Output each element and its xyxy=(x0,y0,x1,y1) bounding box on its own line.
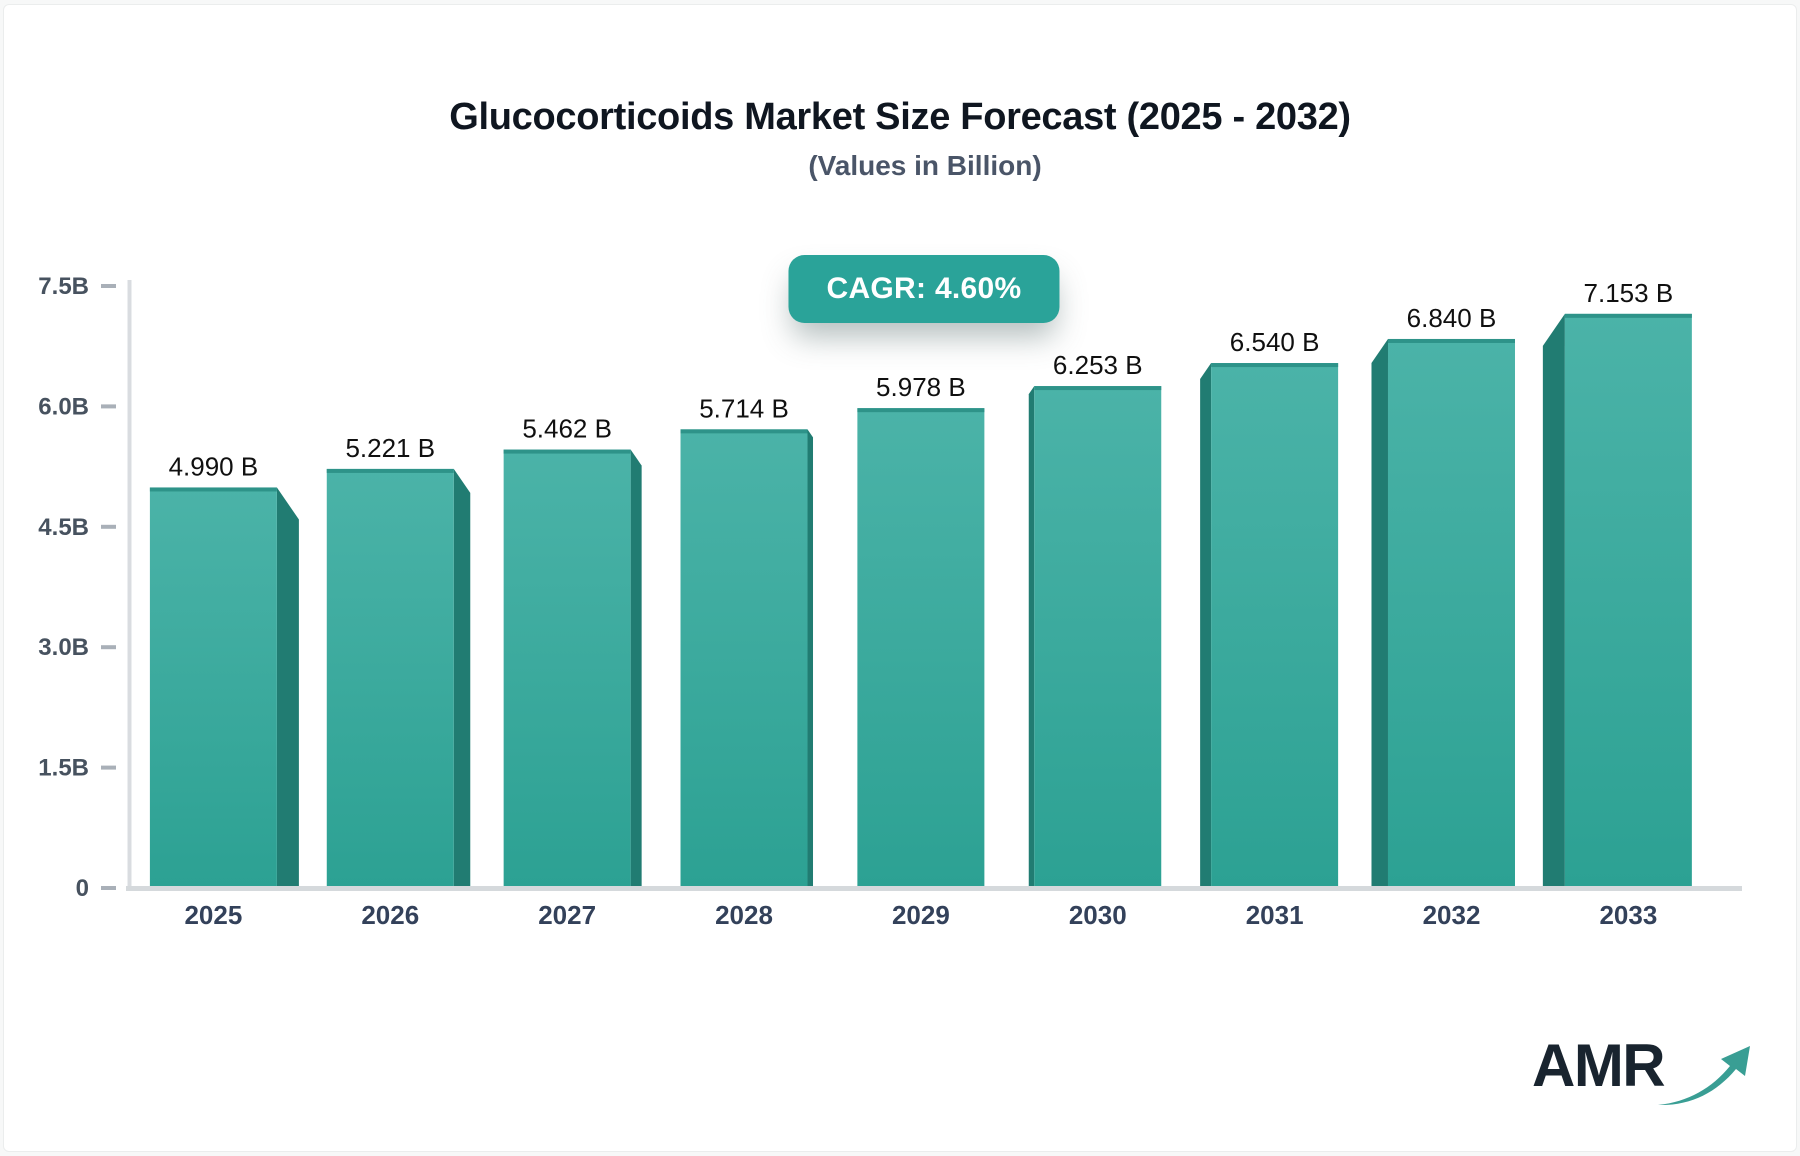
amr-logo-text: AMR xyxy=(1532,1032,1666,1099)
bar-value-label: 6.540 B xyxy=(1230,327,1320,357)
bar-top-edge xyxy=(326,468,454,473)
x-axis-category-label: 2030 xyxy=(1069,900,1127,930)
bar-top-edge xyxy=(1387,338,1515,343)
y-axis-tick xyxy=(101,765,116,770)
bar-value-label: 5.714 B xyxy=(699,393,789,423)
bar-value-label: 5.462 B xyxy=(522,414,612,444)
y-axis-line xyxy=(127,280,132,890)
bar-top-edge xyxy=(1564,313,1692,318)
bar-side-face xyxy=(1200,363,1212,888)
chart-subtitle: (Values in Billion) xyxy=(808,150,1042,181)
amr-logo: AMR xyxy=(1532,1036,1756,1113)
bar-value-label: 5.978 B xyxy=(876,372,966,402)
growth-arrow-icon xyxy=(1654,1038,1756,1113)
chart-title: Glucocorticoids Market Size Forecast (20… xyxy=(449,96,1351,138)
y-axis-tick-label: 3.0B xyxy=(38,634,89,661)
bar xyxy=(1034,386,1162,888)
y-axis-tick-label: 7.5B xyxy=(38,273,89,300)
bar-side-face xyxy=(276,487,299,888)
bar-top-edge xyxy=(149,487,277,492)
bar-value-label: 4.990 B xyxy=(169,451,259,481)
bar-side-face xyxy=(1028,386,1035,888)
bar-value-label: 5.221 B xyxy=(345,433,435,463)
x-axis-category-label: 2027 xyxy=(538,900,596,930)
bar-value-label: 7.153 B xyxy=(1584,278,1674,308)
bar-value-label: 6.840 B xyxy=(1407,303,1497,333)
x-axis-category-label: 2033 xyxy=(1599,900,1657,930)
x-axis-line xyxy=(126,886,1742,891)
x-axis-category-label: 2029 xyxy=(892,900,950,930)
y-axis-tick xyxy=(101,886,116,890)
x-axis-category-label: 2026 xyxy=(361,900,419,930)
bar-side-face xyxy=(630,449,642,888)
bar-side-face xyxy=(1542,313,1565,888)
x-axis-category-label: 2031 xyxy=(1246,900,1304,930)
x-axis-category-label: 2032 xyxy=(1423,900,1481,930)
cagr-badge: CAGR: 4.60% xyxy=(788,255,1060,323)
y-axis-tick-label: 6.0B xyxy=(38,393,89,420)
y-axis-tick-label: 1.5B xyxy=(38,755,89,782)
bar-top-edge xyxy=(1211,363,1339,368)
y-axis-tick xyxy=(101,284,116,288)
bar-top-edge xyxy=(503,449,631,454)
bar xyxy=(857,408,985,888)
bar-top-edge xyxy=(1034,386,1162,391)
bar xyxy=(1564,313,1692,888)
bar xyxy=(149,487,277,888)
bar-side-face xyxy=(453,468,471,888)
bar-top-edge xyxy=(857,408,985,413)
bar-value-label: 6.253 B xyxy=(1053,350,1143,380)
y-axis-tick-label: 0 xyxy=(76,875,89,902)
y-axis-tick xyxy=(101,524,116,529)
bar-side-face xyxy=(1371,338,1388,888)
bar xyxy=(680,429,808,888)
bar xyxy=(326,468,454,888)
bar xyxy=(503,449,631,888)
y-axis-tick xyxy=(101,404,116,409)
bar xyxy=(1211,363,1339,888)
bar-top-edge xyxy=(680,429,808,434)
bar xyxy=(1387,338,1515,888)
y-axis-tick-label: 4.5B xyxy=(38,514,89,541)
bar-side-face xyxy=(807,429,814,888)
x-axis-category-label: 2028 xyxy=(715,900,773,930)
y-axis-tick xyxy=(101,645,116,650)
x-axis-category-label: 2025 xyxy=(184,900,242,930)
